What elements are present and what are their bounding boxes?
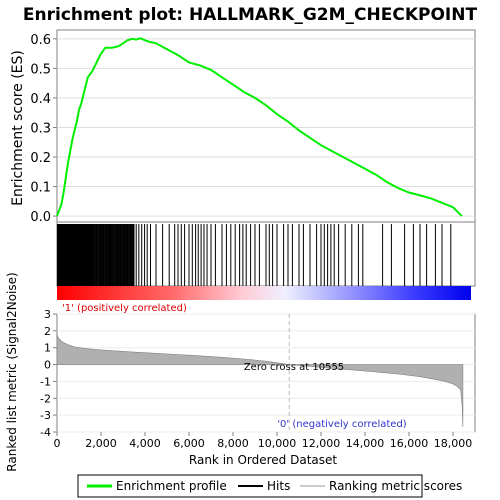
zero-cross-label: Zero cross at 10555 <box>244 362 344 373</box>
x-axis-label: Rank in Ordered Dataset <box>189 453 337 467</box>
x-tick-label: 6,000 <box>173 437 205 450</box>
legend-enrichment-label: Enrichment profile <box>116 479 227 493</box>
hits-barcode <box>56 224 452 286</box>
metric-y-tick-label: -3 <box>40 409 51 422</box>
x-tick-label: 4,000 <box>129 437 161 450</box>
es-y-tick-label: 0.5 <box>30 62 51 77</box>
es-y-tick-label: 0.6 <box>30 33 51 48</box>
es-y-tick-label: 0.3 <box>30 121 51 136</box>
metric-y-tick-label: 0 <box>44 359 51 372</box>
enrichment-profile-line <box>56 37 463 217</box>
x-tick-label: 16,000 <box>390 437 429 450</box>
legend-metric-label: Ranking metric scores <box>329 479 462 493</box>
metric-y-axis-label: Ranked list metric (Signal2Noise) <box>5 272 19 471</box>
x-tick-label: 8,000 <box>217 437 249 450</box>
metric-y-tick-label: 3 <box>44 308 51 321</box>
metric-y-axis: 3 2 1 0 -1 -2 -3 -4 <box>40 308 57 439</box>
ranked-metric-area <box>56 334 464 427</box>
es-y-axis: 0.0 0.1 0.2 0.3 0.4 0.5 0.6 <box>30 33 57 225</box>
legend-hits-label: Hits <box>267 479 290 493</box>
x-tick-label: 18,000 <box>434 437 473 450</box>
rank-x-axis: 0 2,000 4,000 6,000 8,000 10,000 12,000 14,000 1… <box>54 432 473 450</box>
es-y-tick-label: 0.2 <box>30 151 51 166</box>
negative-correlation-label: '0' (negatively correlated) <box>277 419 406 430</box>
metric-y-tick-label: -1 <box>40 375 51 388</box>
es-y-tick-label: 0.4 <box>30 92 51 107</box>
metric-y-tick-label: -4 <box>40 426 51 439</box>
es-gridlines <box>57 38 475 217</box>
x-tick-label: 12,000 <box>302 437 341 450</box>
x-tick-label: 0 <box>54 437 61 450</box>
x-tick-label: 10,000 <box>258 437 297 450</box>
metric-y-tick-label: 1 <box>44 342 51 355</box>
positive-correlation-label: '1' (positively correlated) <box>62 303 187 314</box>
metric-y-tick-label: -2 <box>40 392 51 405</box>
chart-title: Enrichment plot: HALLMARK_G2M_CHECKPOINT <box>23 5 478 25</box>
es-y-tick-label: 0.0 <box>30 210 51 225</box>
x-tick-label: 2,000 <box>85 437 117 450</box>
rank-color-bar <box>57 286 471 300</box>
es-y-tick-label: 0.1 <box>30 181 51 196</box>
x-tick-label: 14,000 <box>346 437 385 450</box>
es-y-axis-label: Enrichment score (ES) <box>10 50 26 206</box>
metric-y-tick-label: 2 <box>44 325 51 338</box>
